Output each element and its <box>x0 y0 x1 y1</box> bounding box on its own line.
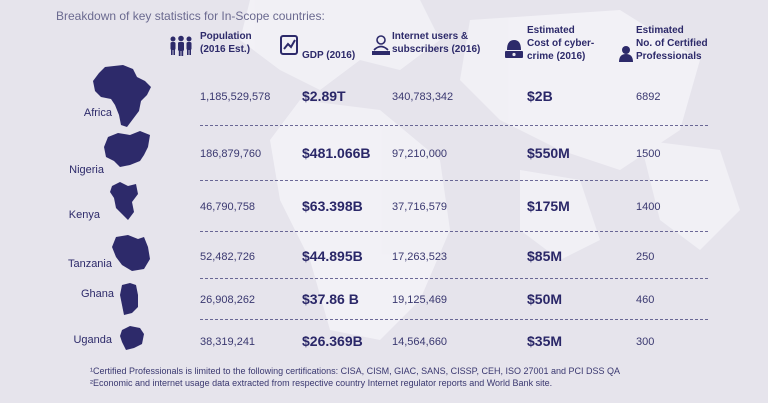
internet-ghana: 19,125,469 <box>392 294 448 306</box>
gdp-kenya: $63.398B <box>302 198 363 214</box>
chart-document-icon <box>280 35 298 55</box>
country-name-ghana: Ghana <box>80 288 114 300</box>
cost-uganda: $35M <box>527 333 563 349</box>
population-kenya: 46,790,758 <box>200 201 256 213</box>
gdp-ghana: $37.86 B <box>302 291 359 307</box>
professionals-nigeria: 1500 <box>636 148 661 160</box>
row-separator <box>200 278 708 279</box>
header-population-line2: (2016 Est.) <box>200 44 251 55</box>
professionals-uganda: 300 <box>636 336 655 348</box>
uganda-map-icon <box>120 326 144 350</box>
hacker-laptop-icon <box>505 40 523 58</box>
internet-uganda: 14,564,660 <box>392 336 448 348</box>
cost-africa: $2B <box>527 88 553 104</box>
header-cost-line1: Estimated <box>527 25 575 36</box>
header-cost-line2: Cost of cyber- <box>527 38 595 49</box>
professionals-ghana: 460 <box>636 294 655 306</box>
gdp-uganda: $26.369B <box>302 333 363 349</box>
internet-nigeria: 97,210,000 <box>392 148 448 160</box>
cost-ghana: $50M <box>527 291 563 307</box>
professionals-kenya: 1400 <box>636 201 661 213</box>
nigeria-map-icon <box>104 131 150 167</box>
population-africa: 1,185,529,578 <box>200 91 271 103</box>
internet-africa: 340,783,342 <box>392 91 454 103</box>
row-separator <box>200 180 708 181</box>
gdp-africa: $2.89T <box>302 88 346 104</box>
cost-nigeria: $550M <box>527 145 570 161</box>
ghana-map-icon <box>120 283 138 315</box>
population-ghana: 26,908,262 <box>200 294 256 306</box>
internet-kenya: 37,716,579 <box>392 201 448 213</box>
header-professionals-line1: Estimated <box>636 25 684 36</box>
professionals-tanzania: 250 <box>636 251 655 263</box>
header-professionals-line3: Professionals <box>636 51 702 62</box>
population-nigeria: 186,879,760 <box>200 148 262 160</box>
population-tanzania: 52,482,726 <box>200 251 256 263</box>
internet-tanzania: 17,263,523 <box>392 251 448 263</box>
certified-user-icon <box>619 46 633 62</box>
gdp-nigeria: $481.066B <box>302 145 371 161</box>
tanzania-map-icon <box>112 235 150 271</box>
people-group-icon <box>170 35 192 56</box>
header-population-line1: Population <box>200 31 252 42</box>
gdp-tanzania: $44.895B <box>302 248 363 264</box>
population-uganda: 38,319,241 <box>200 336 256 348</box>
footnote-data-source: ²Economic and internet usage data extrac… <box>90 378 553 388</box>
row-separator <box>200 231 708 232</box>
country-name-uganda: Uganda <box>73 334 112 346</box>
footnote-certifications: ¹Certified Professionals is limited to t… <box>90 366 621 376</box>
professionals-africa: 6892 <box>636 91 661 103</box>
header-cost-line3: crime (2016) <box>527 51 586 62</box>
africa-map-icon <box>93 65 151 127</box>
cost-tanzania: $85M <box>527 248 563 264</box>
country-name-africa: Africa <box>83 107 112 119</box>
header-internet-line1: Internet users & <box>392 31 469 42</box>
page-caption: Breakdown of key statistics for In-Scope… <box>56 9 325 23</box>
row-separator <box>200 125 708 126</box>
kenya-map-icon <box>110 182 138 220</box>
country-name-nigeria: Nigeria <box>69 164 104 176</box>
country-name-tanzania: Tanzania <box>67 258 112 270</box>
header-internet-line2: subscribers (2016) <box>392 44 481 55</box>
header-gdp: GDP (2016) <box>302 50 356 61</box>
user-laptop-icon <box>372 35 390 55</box>
cost-kenya: $175M <box>527 198 570 214</box>
country-name-kenya: Kenya <box>68 209 100 221</box>
header-professionals-line2: No. of Certified <box>636 38 708 49</box>
row-separator <box>200 319 708 320</box>
